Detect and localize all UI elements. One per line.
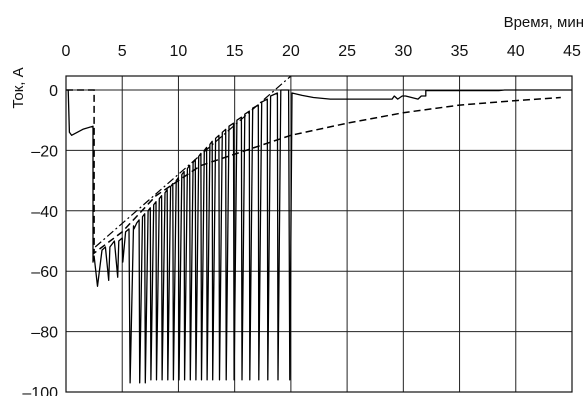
plot-frame <box>65 75 573 393</box>
x-tick-label: 20 <box>282 43 300 60</box>
series-line-dashed <box>66 89 561 255</box>
x-tick-label: 35 <box>451 43 469 60</box>
x-tick-label: 30 <box>394 43 412 60</box>
x-tick-label: 5 <box>118 43 127 60</box>
y-tick-label: –80 <box>31 325 58 342</box>
y-tick-label: –40 <box>31 204 58 221</box>
x-tick-label: 15 <box>226 43 244 60</box>
x-tick-labels: 0 5 10 15 20 25 30 35 40 45 <box>62 43 581 60</box>
series-layer <box>66 75 572 384</box>
x-tick-label: 45 <box>563 43 581 60</box>
series-line-dashdot <box>94 75 292 248</box>
y-tick-label: 0 <box>49 83 58 100</box>
x-axis-label: Время, мин <box>504 14 584 31</box>
y-tick-label: –100 <box>22 385 58 396</box>
y-axis-label: Ток, А <box>10 67 27 108</box>
y-tick-labels: 0 –20 –40 –60 –80 –100 <box>22 83 58 396</box>
x-tick-label: 0 <box>62 43 71 60</box>
x-tick-label: 10 <box>170 43 188 60</box>
series-line-solid <box>67 89 572 384</box>
y-tick-label: –20 <box>31 143 58 160</box>
x-tick-label: 40 <box>507 43 525 60</box>
y-tick-label: –60 <box>31 264 58 281</box>
x-tick-label: 25 <box>338 43 356 60</box>
